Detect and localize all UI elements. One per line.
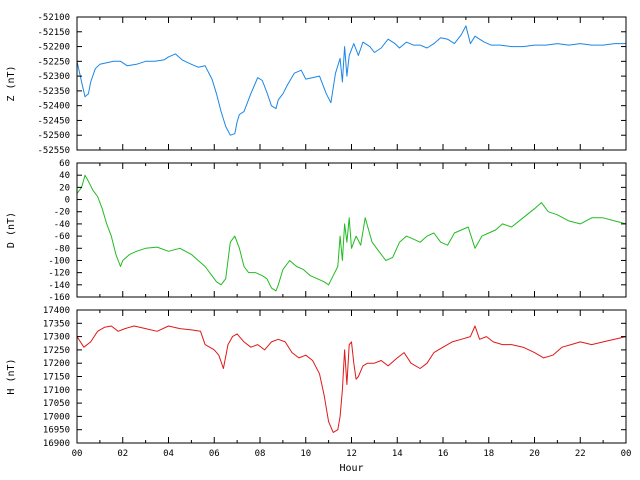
y-tick-label-z: -52250 xyxy=(37,57,70,67)
x-tick-label: 02 xyxy=(117,449,128,459)
y-tick-label-d: 60 xyxy=(59,159,70,169)
x-tick-label: 22 xyxy=(575,449,586,459)
y-tick-label-d: 40 xyxy=(59,171,70,181)
y-axis-title-d: D (nT) xyxy=(6,212,17,248)
y-tick-label-d: -20 xyxy=(54,208,70,218)
y-axis-title-z: Z (nT) xyxy=(6,65,17,101)
y-tick-label-h: 17050 xyxy=(43,399,70,409)
y-tick-label-z: -52500 xyxy=(37,131,70,141)
y-tick-label-z: -52200 xyxy=(37,43,70,53)
y-tick-label-h: 17400 xyxy=(43,306,70,316)
x-tick-label: 14 xyxy=(392,449,403,459)
x-tick-label: 16 xyxy=(438,449,449,459)
y-tick-label-d: -60 xyxy=(54,232,70,242)
y-axis-title-h: H (nT) xyxy=(6,358,17,394)
y-tick-label-z: -52400 xyxy=(37,102,70,112)
y-tick-label-h: 16900 xyxy=(43,439,70,449)
series-line-h xyxy=(76,325,627,433)
plot-frame-d xyxy=(76,162,627,298)
y-tick-label-d: -160 xyxy=(48,293,70,303)
y-tick-label-d: 20 xyxy=(59,183,70,193)
y-tick-label-d: -100 xyxy=(48,256,70,266)
x-tick-label: 18 xyxy=(483,449,494,459)
series-line-z xyxy=(76,25,626,136)
x-tick-label: 12 xyxy=(346,449,357,459)
y-tick-label-d: -40 xyxy=(54,220,70,230)
y-tick-label-z: -52550 xyxy=(37,146,70,156)
x-tick-label: 04 xyxy=(163,449,174,459)
x-tick-label: 08 xyxy=(255,449,266,459)
y-tick-label-h: 17000 xyxy=(43,412,70,422)
x-axis-title: Hour xyxy=(339,463,363,474)
y-tick-label-z: -52300 xyxy=(37,72,70,82)
y-tick-label-d: -140 xyxy=(48,281,70,291)
y-tick-label-z: -52100 xyxy=(37,13,70,23)
x-tick-label: 00 xyxy=(72,449,83,459)
x-tick-label: 00 xyxy=(621,449,632,459)
y-tick-label-d: 0 xyxy=(65,196,70,206)
x-tick-label: 20 xyxy=(529,449,540,459)
y-tick-label-d: -80 xyxy=(54,244,70,254)
y-tick-label-h: 17100 xyxy=(43,386,70,396)
y-tick-label-h: 17150 xyxy=(43,373,70,383)
y-tick-label-h: 16950 xyxy=(43,426,70,436)
plot-frame-z xyxy=(76,16,627,151)
x-tick-label: 06 xyxy=(209,449,220,459)
y-tick-label-z: -52450 xyxy=(37,116,70,126)
y-tick-label-h: 17250 xyxy=(43,346,70,356)
y-tick-label-h: 17200 xyxy=(43,359,70,369)
x-tick-label: 10 xyxy=(300,449,311,459)
y-tick-label-d: -120 xyxy=(48,269,70,279)
y-tick-label-z: -52350 xyxy=(37,87,70,97)
y-tick-label-z: -52150 xyxy=(37,28,70,38)
y-tick-label-h: 17300 xyxy=(43,333,70,343)
series-line-d xyxy=(76,174,627,292)
y-tick-label-h: 17350 xyxy=(43,319,70,329)
